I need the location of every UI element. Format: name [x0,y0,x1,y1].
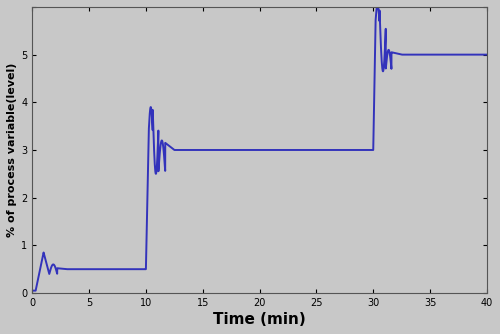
X-axis label: Time (min): Time (min) [213,312,306,327]
Y-axis label: % of process variable(level): % of process variable(level) [7,63,17,237]
